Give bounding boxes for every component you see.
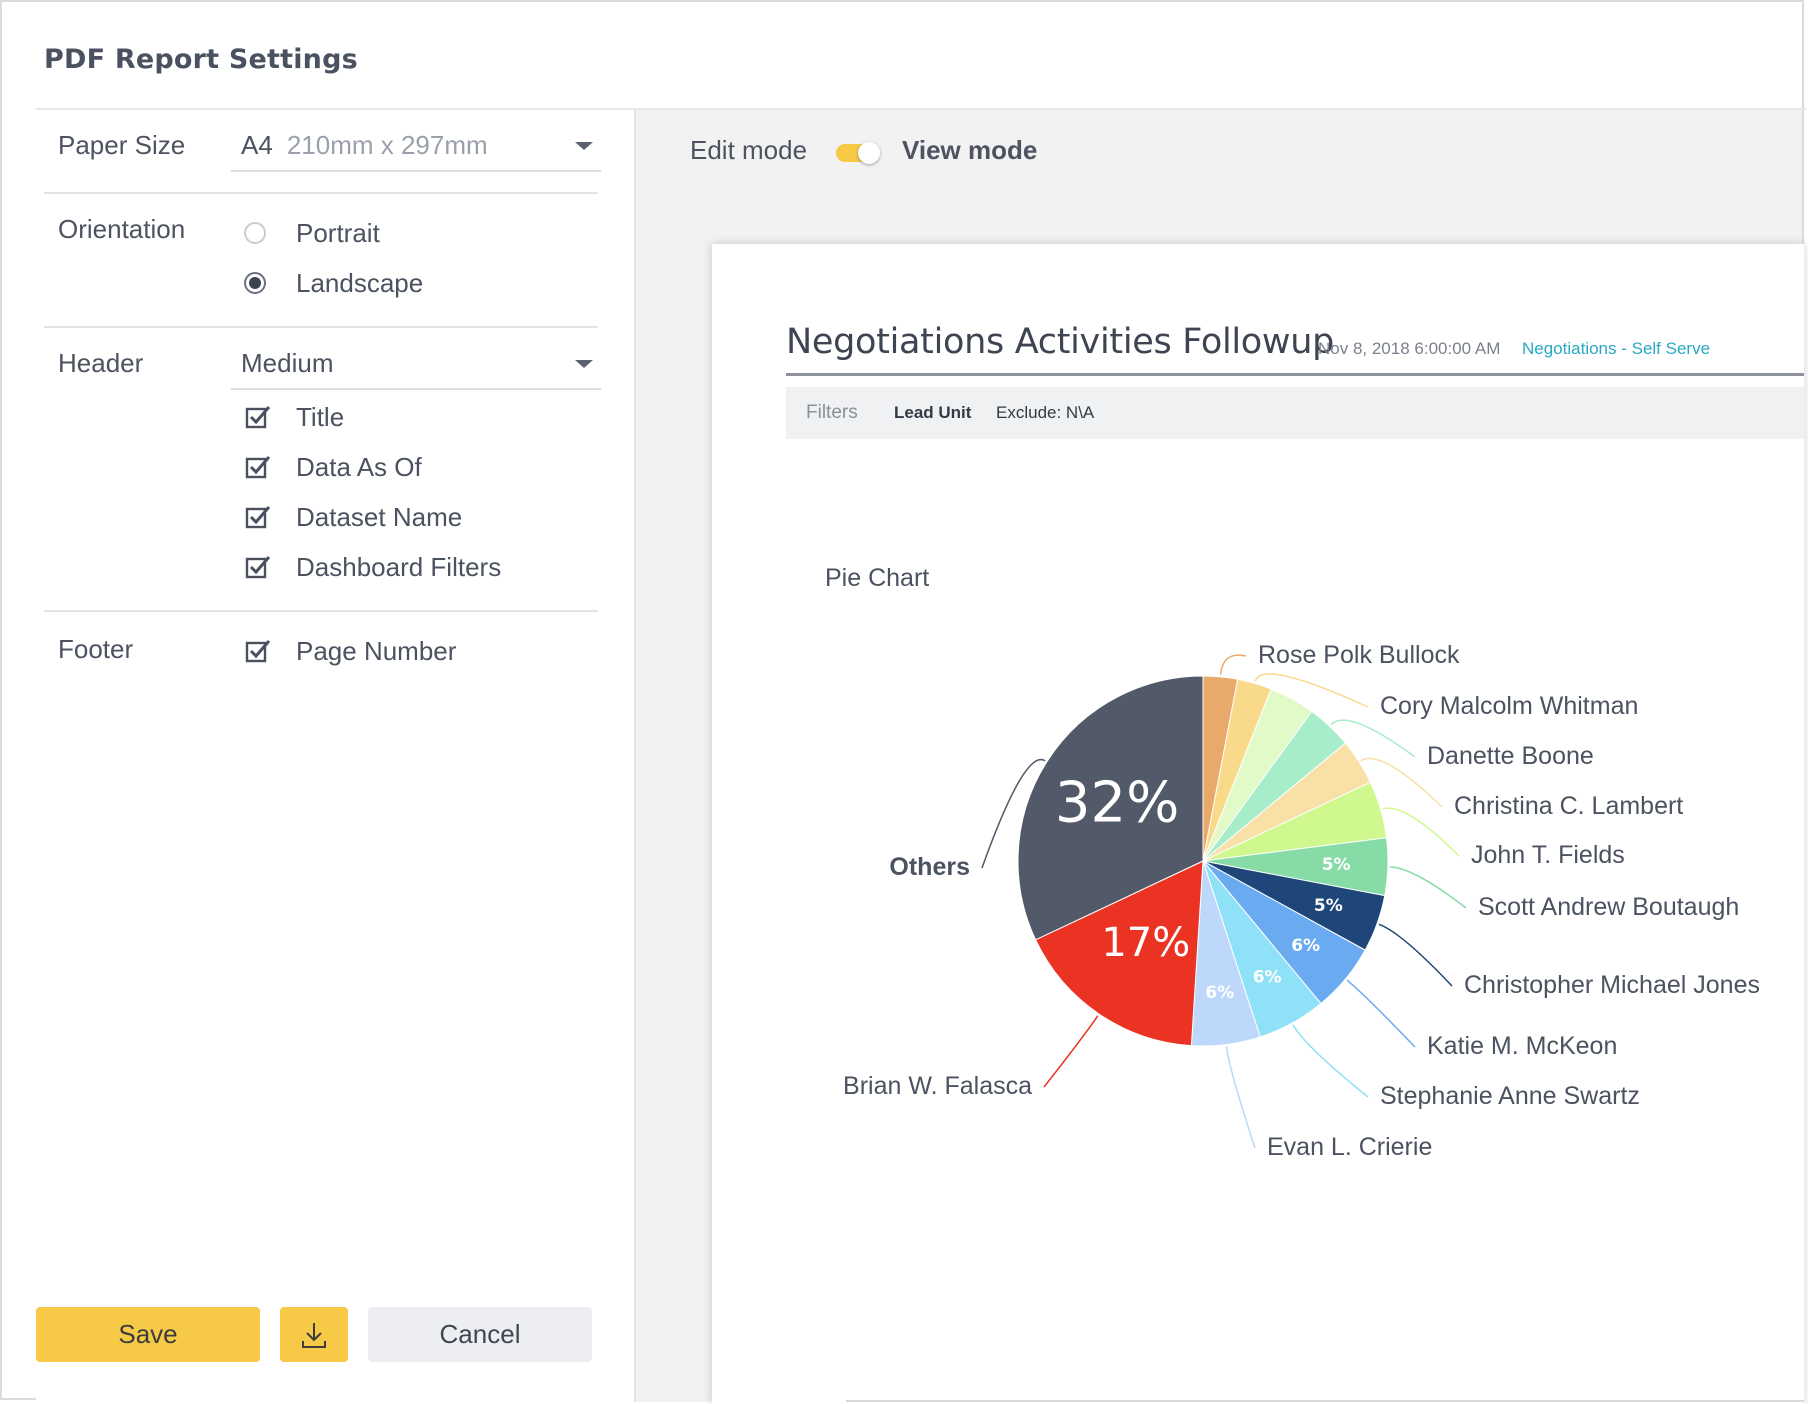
pie-slice-name-label: Christina C. Lambert [1454,792,1683,820]
pie-slice-percent-label: 5% [1322,855,1351,875]
chart-title: Pie Chart [825,564,930,592]
pie-slice-name-label: Brian W. Falasca [843,1072,1032,1100]
paper-size-select[interactable]: A4 210mm x 297mm [231,110,601,172]
report-page-preview: Negotiations Activities Followup Nov 8, … [712,244,1804,1404]
paper-size-label: Paper Size [58,130,186,160]
orientation-landscape-radio[interactable]: Landscape [244,266,423,300]
pie-slice-percent-label: 6% [1205,983,1234,1003]
save-button[interactable]: Save [36,1307,260,1362]
pie-leader-line [1225,1046,1256,1149]
filter-value: Exclude: N\A [996,403,1095,422]
pie-slice-name-label: John T. Fields [1471,841,1625,869]
data-as-of-checkbox-label: Data As Of [296,451,422,482]
pie-slice-percent-label: 17% [1101,920,1190,966]
footer-label: Footer [58,634,134,664]
pie-slice-name-label: Rose Polk Bullock [1258,641,1460,669]
orientation-portrait-radio[interactable]: Portrait [244,216,380,250]
pie-leader-line [1382,807,1460,857]
pie-slice-percent-label: 6% [1253,968,1282,988]
cancel-button[interactable]: Cancel [368,1307,592,1362]
pie-leader-line [1219,654,1247,675]
pie-slice-name-label: Stephanie Anne Swartz [1380,1082,1640,1110]
pie-slice-percent-label: 5% [1314,896,1343,916]
download-button[interactable] [280,1307,348,1362]
report-date: Nov 8, 2018 6:00:00 AM [1318,339,1501,358]
pie-slice-name-label: Katie M. McKeon [1427,1032,1617,1060]
view-mode-label[interactable]: View mode [902,135,1038,165]
checkbox-checked-icon [245,506,271,529]
mode-toggle[interactable] [836,142,880,164]
checkbox-checked-icon [245,556,271,579]
pie-leader-line [1360,757,1443,808]
divider [44,326,598,328]
header-dataset-name-checkbox[interactable]: Dataset Name [244,500,462,534]
landscape-label: Landscape [296,267,424,298]
pie-leader-line [1389,866,1467,909]
pie-slice[interactable] [1017,675,1204,941]
header-size-select[interactable]: Medium [231,328,601,390]
toggle-knob [858,142,880,164]
chevron-down-icon [575,360,593,368]
checkbox-checked-icon [245,456,271,479]
settings-panel: Paper Size A4 210mm x 297mm Orientation P… [36,110,636,1402]
pie-slice[interactable] [1034,860,1204,1047]
title-checkbox-label: Title [296,401,345,432]
pie-chart: Rose Polk Bullock Cory Malcolm Whitman Dan… [843,641,1760,1161]
report-title-rule [786,373,1804,376]
pie-slice-name-label: Danette Boone [1427,742,1594,770]
dialog-title: PDF Report Settings [44,44,358,75]
header-size-value: Medium [241,348,334,378]
pie-slice-name-label: Cory Malcolm Whitman [1380,692,1638,720]
divider [44,610,598,612]
title-divider [36,108,1806,110]
pie-slice-percent-label: 32% [1055,771,1179,836]
checkbox-checked-icon [245,406,271,429]
pie-slice-name-label: Evan L. Crierie [1267,1133,1432,1161]
chevron-down-icon [575,142,593,150]
filters-label: Filters [806,402,858,423]
pie-leader-line [981,758,1046,869]
pie-slice-percent-label: 6% [1291,936,1320,956]
page-bottom-rule [846,1400,1804,1402]
paper-size-value: A4 210mm x 297mm [241,130,488,160]
page-number-checkbox-label: Page Number [296,635,457,666]
pie-leader-line [1043,1015,1099,1088]
divider [44,192,598,194]
pie-leader-line [1378,923,1453,987]
pie-slice-name-label: Others [889,853,970,881]
header-dashboard-filters-checkbox[interactable]: Dashboard Filters [244,550,501,584]
header-title-checkbox[interactable]: Title [244,400,344,434]
download-icon [302,1322,326,1348]
portrait-label: Portrait [296,217,380,248]
orientation-label: Orientation [58,214,186,244]
radio-unchecked-icon [244,222,266,244]
report-title: Negotiations Activities Followup [786,322,1335,362]
pie-leader-line [1346,979,1416,1048]
dashboard-filters-checkbox-label: Dashboard Filters [296,551,502,582]
edit-mode-label[interactable]: Edit mode [690,135,808,165]
checkbox-checked-icon [245,640,271,663]
pie-leader-line [1292,1024,1369,1098]
header-data-as-of-checkbox[interactable]: Data As Of [244,450,422,484]
report-dataset-link[interactable]: Negotiations - Self Serve [1522,339,1711,358]
pie-slice-name-label: Scott Andrew Boutaugh [1478,893,1739,921]
dataset-name-checkbox-label: Dataset Name [296,501,463,532]
pie-slice-name-label: Christopher Michael Jones [1464,971,1760,999]
footer-page-number-checkbox[interactable]: Page Number [244,634,456,668]
header-label: Header [58,348,144,378]
filters-bar: Filters Lead Unit Exclude: N\A [786,387,1804,439]
filter-key: Lead Unit [894,403,972,422]
pie-leader-line [1254,673,1369,708]
pie-leader-line [1330,719,1416,758]
radio-checked-icon [244,272,266,294]
